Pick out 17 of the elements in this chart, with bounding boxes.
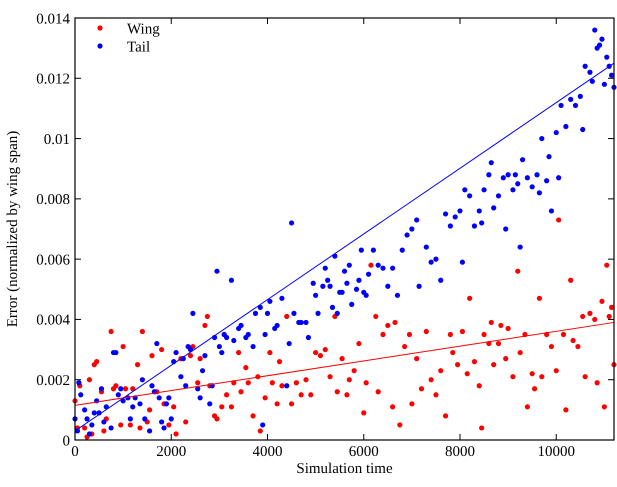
x-tick-label: 8000	[445, 444, 475, 460]
legend-label: Tail	[127, 39, 150, 56]
y-tick-label: 0	[62, 433, 70, 450]
x-tick-label: 2000	[156, 444, 186, 460]
x-tick-label: 6000	[348, 444, 379, 460]
y-tick-label: 0.014	[36, 11, 70, 28]
y-tick-label: 0.006	[36, 252, 70, 268]
y-tick-label: 0.008	[36, 192, 70, 208]
legend-label: Wing	[127, 21, 160, 38]
x-tick-label: 4000	[252, 444, 282, 460]
y-tick-label: 0.01	[44, 132, 70, 148]
x-tick-label: 10000	[538, 444, 575, 460]
y-tick-label: 0.012	[36, 72, 70, 88]
y-tick-label: 0.002	[36, 372, 70, 389]
y-axis-title: Error (normalized by wing span)	[5, 130, 21, 328]
x-axis-title: Simulation time	[296, 461, 393, 477]
y-tick-label: 0.004	[36, 312, 70, 329]
